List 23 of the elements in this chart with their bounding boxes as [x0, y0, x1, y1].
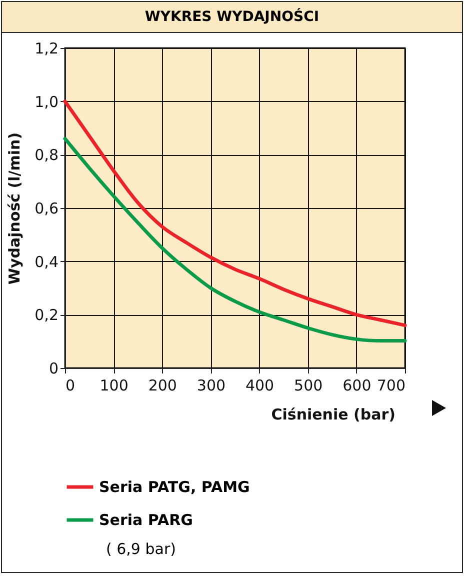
y-tick-label: 0,4 — [34, 252, 58, 271]
y-tick-label: 0,6 — [34, 200, 58, 218]
y-tick-label: 0 — [48, 360, 58, 378]
x-tick-label: 600 — [342, 376, 372, 394]
y-tick-label: 0,2 — [34, 306, 58, 324]
y-axis-title: Wydajność (l/min) — [6, 132, 24, 285]
chart-title: WYKRES WYDAJNOŚCI — [2, 2, 462, 33]
x-axis-title: Ciśnienie (bar) — [271, 406, 396, 424]
legend-label: Seria PARG — [99, 511, 193, 529]
x-tick-label: 200 — [148, 376, 177, 394]
legend-label: Seria PATG, PAMG — [99, 478, 250, 496]
line-series — [63, 100, 407, 328]
x-tick-label: 500 — [294, 376, 323, 394]
text: ( 6,9 bar) — [106, 540, 176, 558]
x-tick-label: 700 — [376, 376, 406, 394]
x-tick-label: 400 — [245, 376, 274, 394]
x-tick-label: 0 — [66, 376, 76, 394]
x-tick-label: 300 — [196, 376, 226, 394]
line-series — [63, 136, 407, 343]
x-tick-label: 100 — [100, 376, 128, 394]
y-tick-label: 1,0 — [34, 92, 58, 111]
y-tick-label: 1,2 — [34, 40, 58, 58]
y-tick-label: 0,8 — [34, 146, 58, 164]
